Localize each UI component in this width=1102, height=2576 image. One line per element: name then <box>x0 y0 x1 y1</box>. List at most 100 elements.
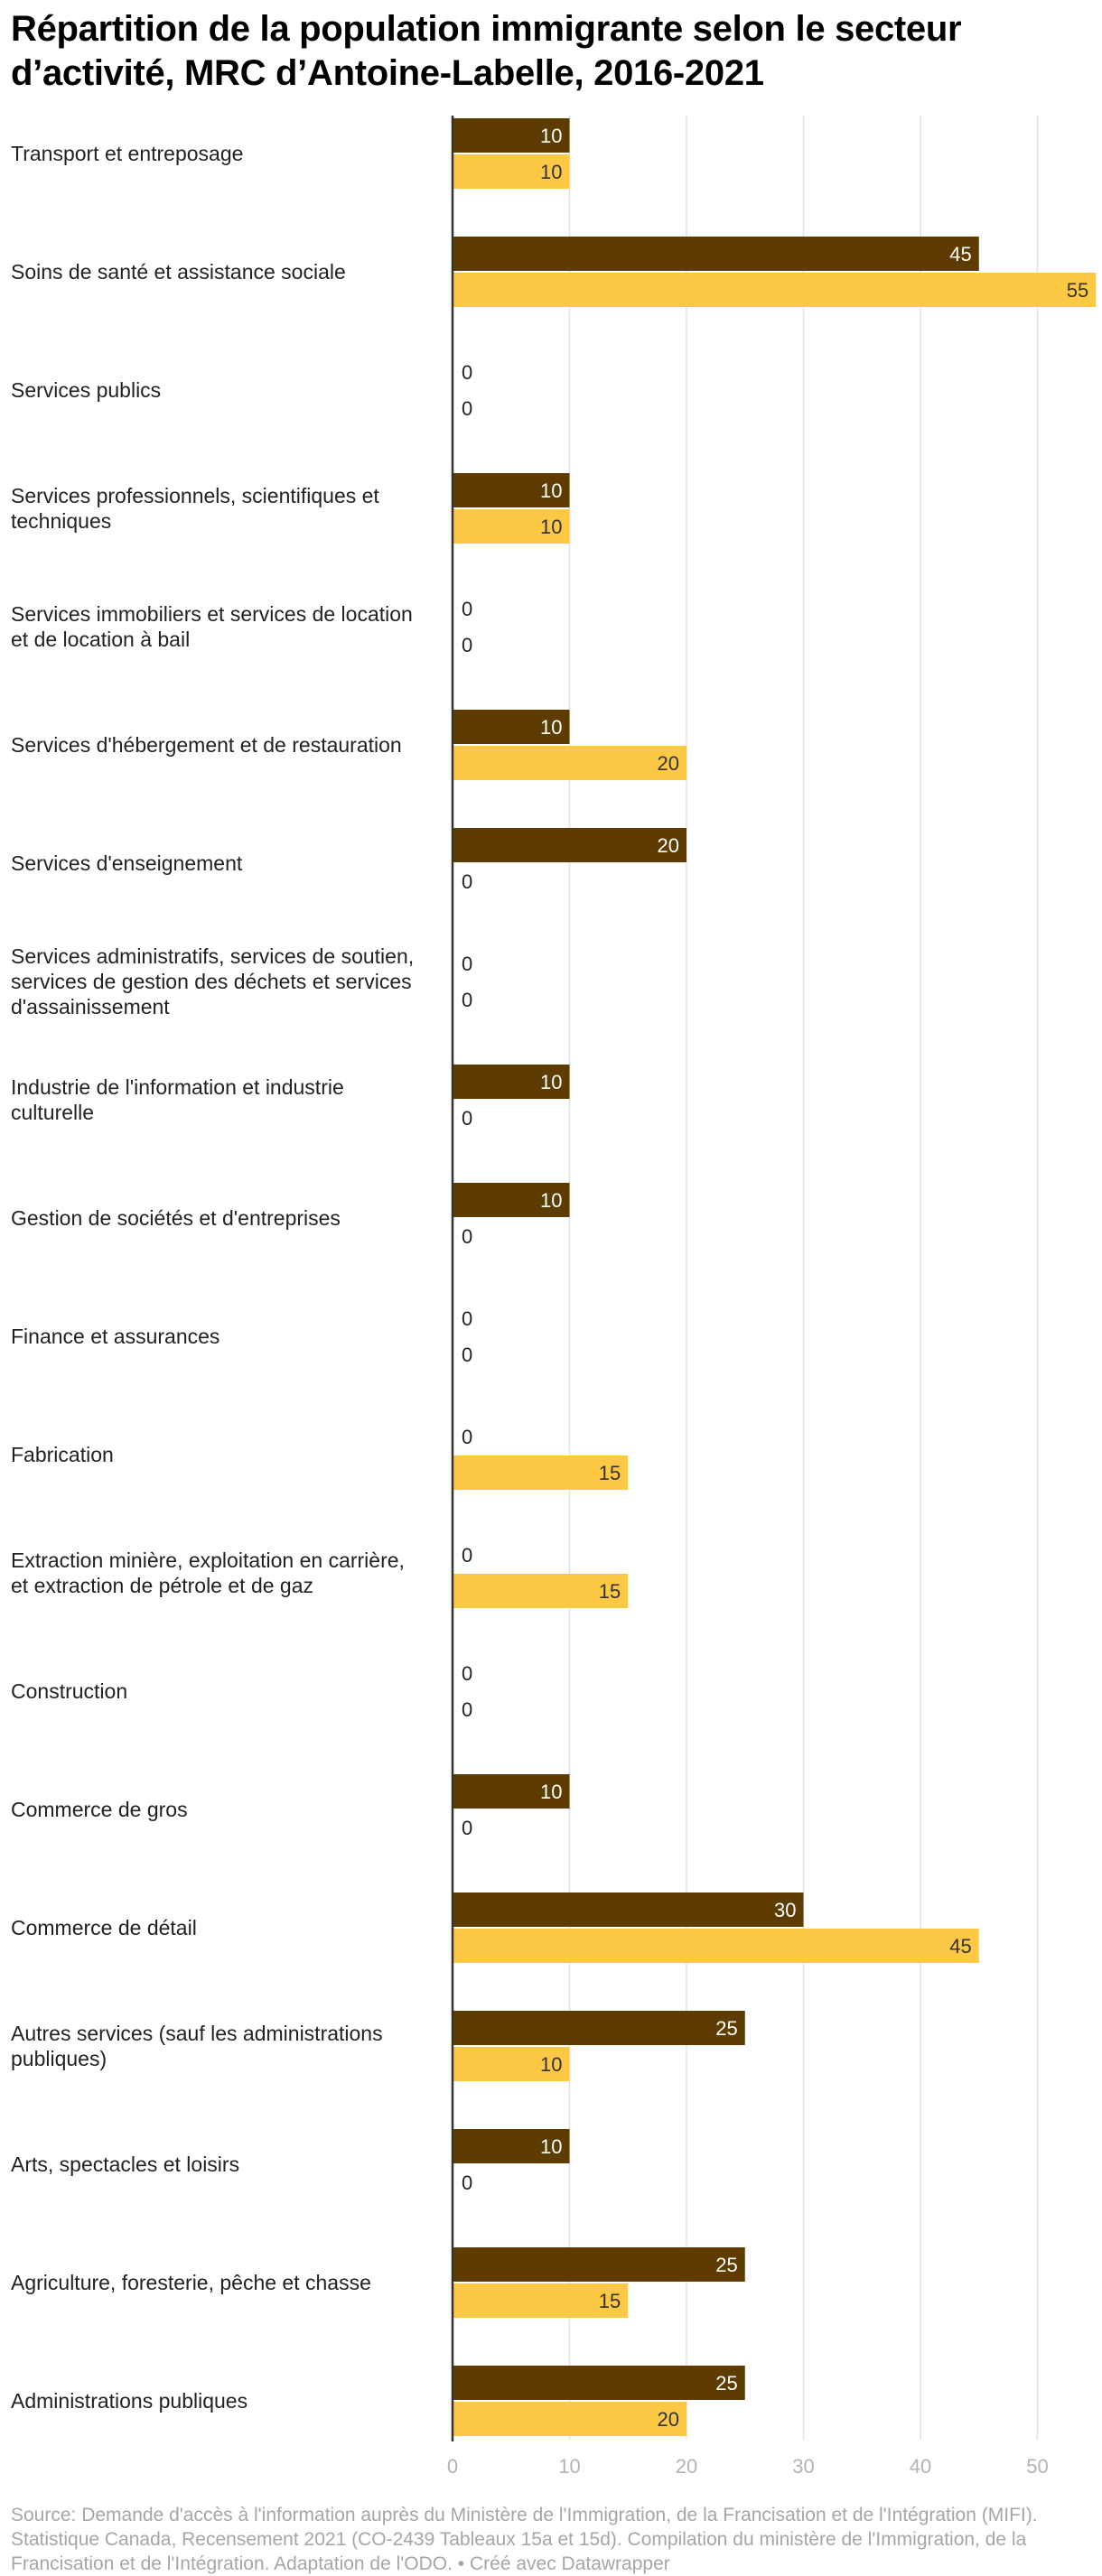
value-label: 10 <box>540 1189 562 1212</box>
value-label: 10 <box>540 479 562 502</box>
category-label-line: Autres services (sauf les administration… <box>11 2022 383 2045</box>
category-label-line: Industrie de l'information et industrie <box>11 1075 344 1099</box>
bar-2016 <box>453 710 570 744</box>
bar-2016 <box>453 2129 570 2163</box>
x-tick-label: 50 <box>1026 2455 1048 2478</box>
bar-2021 <box>453 154 570 189</box>
category-label-line: Soins de santé et assistance sociale <box>11 260 346 284</box>
value-label: 0 <box>462 1426 472 1448</box>
value-label: 0 <box>462 2171 472 2194</box>
category-label: Administrations publiques <box>11 2389 247 2413</box>
value-label: 0 <box>462 1225 472 1248</box>
category-label-line: publiques) <box>11 2047 107 2070</box>
bar-2021 <box>453 273 1097 307</box>
category-label-line: Arts, spectacles et loisirs <box>11 2153 239 2176</box>
category-label-line: Commerce de détail <box>11 1916 197 1939</box>
value-label: 10 <box>540 2053 562 2076</box>
category-label-line: Agriculture, foresterie, pêche et chasse <box>11 2271 371 2294</box>
value-label: 45 <box>949 1935 971 1958</box>
category-label: Gestion de sociétés et d'entreprises <box>11 1206 341 1230</box>
value-label: 0 <box>462 953 472 975</box>
grid-lines <box>568 116 1039 2440</box>
value-label: 15 <box>599 1580 621 1603</box>
x-tick-label: 0 <box>447 2455 458 2478</box>
bar-2016 <box>453 2366 745 2400</box>
value-label: 0 <box>462 1817 472 1839</box>
bar-2021 <box>453 1455 629 1490</box>
category-label-line: techniques <box>11 509 111 533</box>
value-label: 0 <box>462 1344 472 1366</box>
value-label: 0 <box>462 1107 472 1130</box>
value-label: 0 <box>462 870 472 893</box>
value-label: 15 <box>599 1462 621 1484</box>
value-label: 0 <box>462 598 472 620</box>
category-label-line: et extraction de pétrole et de gaz <box>11 1574 313 1597</box>
bar-2021 <box>453 2402 686 2436</box>
bar-2016 <box>453 1065 570 1099</box>
category-label-line: services de gestion des déchets et servi… <box>11 970 412 993</box>
value-label: 0 <box>462 1662 472 1685</box>
value-label: 10 <box>540 125 562 147</box>
value-label: 55 <box>1067 279 1088 302</box>
value-label: 0 <box>462 1698 472 1721</box>
value-label: 25 <box>715 2017 737 2040</box>
category-label: Services professionnels, scientifiques e… <box>11 484 379 533</box>
category-label: Finance et assurances <box>11 1325 219 1348</box>
category-label-line: et de location à bail <box>11 628 190 651</box>
source-note: Source: Demande d'accès à l'information … <box>11 2505 1038 2574</box>
x-tick-label: 10 <box>558 2455 580 2478</box>
value-label: 20 <box>658 752 679 775</box>
value-label: 0 <box>462 989 472 1011</box>
x-tick-label: 30 <box>792 2455 814 2478</box>
value-label: 10 <box>540 161 562 183</box>
category-label-line: Transport et entreposage <box>11 142 243 165</box>
bar-2016 <box>453 1183 570 1217</box>
value-label: 45 <box>949 243 971 265</box>
value-label: 10 <box>540 1071 562 1093</box>
category-label-line: Services immobiliers et services de loca… <box>11 602 413 626</box>
bar-2016 <box>453 2247 745 2282</box>
category-label: Fabrication <box>11 1443 114 1466</box>
bar-2021 <box>453 1574 629 1608</box>
category-label-line: Services professionnels, scientifiques e… <box>11 484 379 507</box>
category-label: Extraction minière, exploitation en carr… <box>11 1548 405 1597</box>
category-label-line: Construction <box>11 1679 127 1703</box>
category-label-line: Administrations publiques <box>11 2389 247 2413</box>
category-label: Commerce de gros <box>11 1798 188 1821</box>
category-label: Services administratifs, services de sou… <box>11 944 414 1018</box>
value-label: 15 <box>599 2290 621 2312</box>
bar-2016 <box>453 828 686 862</box>
bar-2016 <box>453 1892 804 1927</box>
category-label: Services d'enseignement <box>11 851 243 875</box>
category-label: Construction <box>11 1679 127 1703</box>
bar-2016 <box>453 237 979 271</box>
bar-2016 <box>453 1774 570 1809</box>
category-label-line: d'assainissement <box>11 995 170 1018</box>
category-label: Autres services (sauf les administration… <box>11 2022 383 2070</box>
value-label: 0 <box>462 1307 472 1330</box>
value-label: 20 <box>658 834 679 857</box>
category-label-line: Finance et assurances <box>11 1325 219 1348</box>
category-label: Services publics <box>11 378 161 402</box>
category-label-line: Services administratifs, services de sou… <box>11 944 414 968</box>
category-label: Services d'hébergement et de restauratio… <box>11 733 402 757</box>
category-label-line: Services d'enseignement <box>11 851 243 875</box>
category-label-line: Fabrication <box>11 1443 114 1466</box>
category-label: Commerce de détail <box>11 1916 197 1939</box>
category-label-line: Services publics <box>11 378 161 402</box>
x-tick-label: 20 <box>676 2455 697 2478</box>
value-label: 10 <box>540 2135 562 2158</box>
bar-2021 <box>453 746 686 780</box>
category-label: Services immobiliers et services de loca… <box>11 602 413 651</box>
value-label: 10 <box>540 1781 562 1803</box>
value-label: 25 <box>715 2254 737 2276</box>
bar-2016 <box>453 118 570 153</box>
value-label: 0 <box>462 1544 472 1567</box>
category-label: Industrie de l'information et industrie c… <box>11 1075 344 1124</box>
value-label: 20 <box>658 2408 679 2431</box>
x-axis: 0 10 20 30 40 50 <box>447 116 1049 2478</box>
bar-2021 <box>453 1929 979 1963</box>
category-label: Agriculture, foresterie, pêche et chasse <box>11 2271 371 2294</box>
value-label: 30 <box>774 1899 796 1921</box>
bar-2016 <box>453 473 570 507</box>
